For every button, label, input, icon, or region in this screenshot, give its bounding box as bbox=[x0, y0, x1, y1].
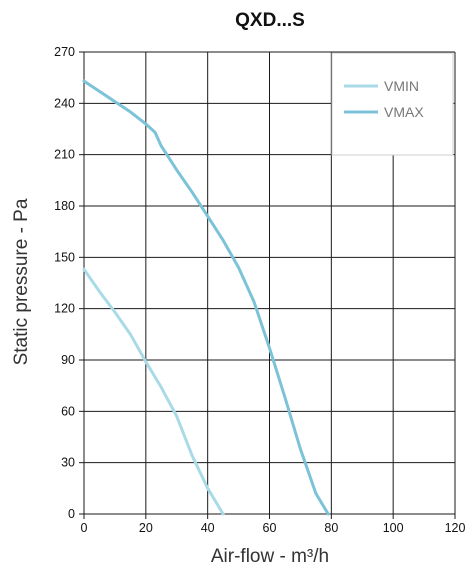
chart-title: QXD...S bbox=[235, 10, 305, 31]
y-tick-label: 0 bbox=[68, 507, 75, 521]
y-tick-label: 30 bbox=[61, 456, 75, 470]
series-line-vmin bbox=[82, 267, 225, 516]
x-tick-label: 0 bbox=[81, 521, 88, 535]
legend: VMIN VMAX bbox=[331, 52, 454, 156]
y-axis-label: Static pressure - Pa bbox=[11, 198, 32, 365]
x-axis-label: Air-flow - m³/h bbox=[211, 546, 329, 567]
x-tick-label: 40 bbox=[201, 521, 215, 535]
x-tick-label: 20 bbox=[139, 521, 153, 535]
y-tick-label: 150 bbox=[54, 250, 75, 264]
y-tick-label: 210 bbox=[54, 148, 75, 162]
x-tick-label: 80 bbox=[324, 521, 338, 535]
y-tick-label: 60 bbox=[61, 404, 75, 418]
series-line-vmax bbox=[82, 79, 330, 516]
y-tick-label: 270 bbox=[54, 45, 75, 59]
legend-label: VMIN bbox=[384, 78, 419, 94]
series-group bbox=[82, 79, 330, 516]
x-axis: 0 20 40 60 80 100 120 bbox=[81, 514, 466, 535]
y-tick-label: 120 bbox=[54, 302, 75, 316]
y-tick-label: 90 bbox=[61, 353, 75, 367]
x-tick-label: 100 bbox=[383, 521, 404, 535]
x-tick-label: 120 bbox=[445, 521, 466, 535]
y-axis: 0 30 60 90 120 150 180 210 240 270 bbox=[54, 45, 84, 521]
y-tick-label: 180 bbox=[54, 199, 75, 213]
y-tick-label: 240 bbox=[54, 96, 75, 110]
legend-label: VMAX bbox=[384, 104, 424, 120]
x-tick-label: 60 bbox=[263, 521, 277, 535]
legend-box bbox=[331, 52, 454, 156]
